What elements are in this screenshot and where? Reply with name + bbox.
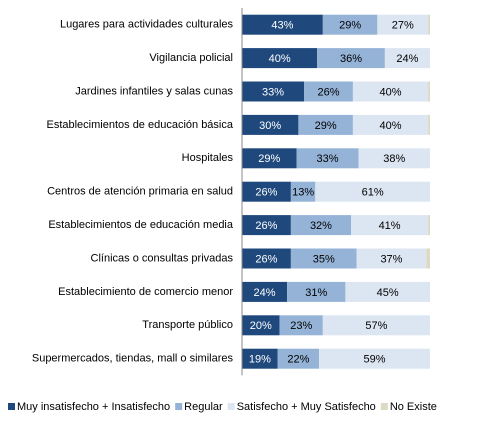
bar-segment: [317, 48, 385, 69]
bar-segment: [242, 14, 323, 35]
bar-segment: [304, 81, 353, 102]
bar-segment: [287, 281, 346, 302]
bar-segment: [242, 81, 305, 102]
data-label: 38%: [383, 153, 405, 165]
data-label: 26%: [255, 187, 277, 199]
data-label: 41%: [379, 220, 401, 232]
data-label: 13%: [292, 187, 314, 199]
data-label: 29%: [258, 153, 280, 165]
data-label: 31%: [305, 287, 327, 299]
bar-segment: [242, 148, 297, 169]
bar-segment: [428, 81, 430, 102]
data-label: 35%: [313, 253, 335, 265]
bar-segment: [428, 114, 430, 135]
legend-label: Muy insatisfecho + Insatisfecho: [17, 401, 170, 413]
bar-segment: [242, 281, 288, 302]
data-label: 59%: [364, 354, 386, 366]
data-label: 23%: [290, 320, 312, 332]
data-label: 32%: [310, 220, 332, 232]
data-label: 61%: [362, 187, 384, 199]
bar-segment: [322, 315, 430, 336]
bar-segment: [384, 48, 430, 69]
data-label: 40%: [380, 120, 402, 132]
data-label: 27%: [392, 20, 414, 32]
bar-segment: [356, 248, 427, 269]
bar-segment: [428, 215, 430, 236]
bar-segment: [242, 348, 278, 369]
legend-swatch: [227, 403, 235, 410]
bar-segment: [298, 114, 353, 135]
bar-segment: [352, 81, 429, 102]
bar-segment: [242, 48, 318, 69]
bar-segment: [242, 248, 291, 269]
bar-segment: [345, 281, 430, 302]
data-label: 43%: [271, 20, 293, 32]
data-label: 24%: [254, 287, 276, 299]
category-label: Centros de atención primaria en salud: [47, 186, 233, 198]
bar-segment: [377, 14, 429, 35]
bar-segment: [242, 215, 291, 236]
data-label: 30%: [259, 120, 281, 132]
bar-segment: [352, 114, 429, 135]
category-label: Supermercados, tiendas, mall o similares: [32, 353, 234, 365]
data-label: 19%: [249, 354, 271, 366]
bar-segment: [428, 14, 430, 35]
data-label: 33%: [262, 86, 284, 98]
data-label: 40%: [269, 53, 291, 65]
data-label: 40%: [380, 86, 402, 98]
data-label: 26%: [255, 220, 277, 232]
data-label: 29%: [315, 120, 337, 132]
data-label: 26%: [255, 253, 277, 265]
category-label: Lugares para actividades culturales: [60, 19, 234, 31]
bar-segment: [319, 348, 430, 369]
data-label: 57%: [365, 320, 387, 332]
legend-label: Satisfecho + Muy Satisfecho: [237, 401, 376, 413]
category-label: Establecimiento de comercio menor: [58, 286, 233, 298]
data-label: 33%: [317, 153, 339, 165]
legend-swatch: [380, 403, 388, 410]
category-label: Vigilancia policial: [149, 52, 233, 64]
data-label: 37%: [380, 253, 402, 265]
bar-segment: [351, 215, 429, 236]
data-label: 26%: [317, 86, 339, 98]
category-label: Hospitales: [182, 152, 234, 164]
bar-segment: [290, 215, 352, 236]
bar-segment: [290, 248, 357, 269]
bar-segment: [242, 315, 280, 336]
data-label: 22%: [287, 354, 309, 366]
bar-segment: [279, 315, 323, 336]
bar-segment: [322, 14, 378, 35]
bar-segment: [242, 114, 299, 135]
bar-segment: [315, 181, 430, 202]
bar-segment: [426, 248, 430, 269]
bar-segment: [242, 181, 291, 202]
data-label: 24%: [396, 53, 418, 65]
data-label: 36%: [340, 53, 362, 65]
bar-segment: [290, 181, 316, 202]
bar-segment: [358, 148, 430, 169]
data-label: 45%: [377, 287, 399, 299]
legend-label: Regular: [184, 401, 223, 413]
data-label: 20%: [250, 320, 272, 332]
category-label: Establecimientos de educación básica: [46, 119, 233, 131]
category-label: Jardines infantiles y salas cunas: [75, 85, 233, 97]
bar-segment: [296, 148, 359, 169]
data-label: 29%: [339, 20, 361, 32]
legend-label: No Existe: [390, 401, 437, 413]
legend-swatch: [8, 403, 15, 410]
category-label: Establecimientos de educación media: [48, 219, 234, 231]
bar-segment: [277, 348, 320, 369]
legend-swatch: [175, 403, 183, 410]
category-label: Clínicas o consultas privadas: [91, 252, 234, 264]
category-label: Transporte público: [142, 319, 233, 331]
